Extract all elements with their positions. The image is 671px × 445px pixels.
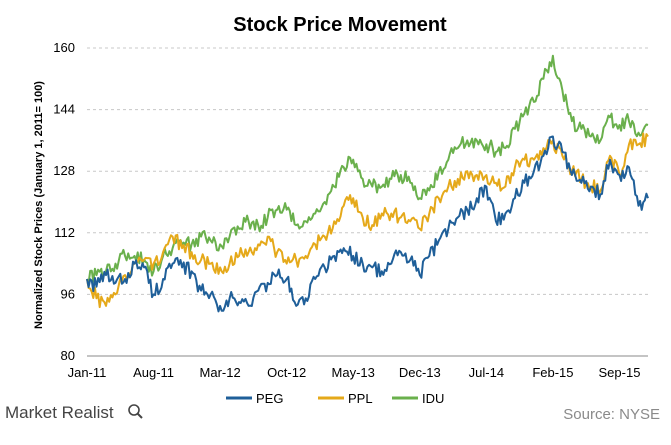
chart-title: Stock Price Movement — [233, 14, 447, 36]
series-lines — [86, 54, 649, 313]
y-tick-label: 96 — [61, 286, 75, 301]
y-tick-label: 80 — [61, 348, 75, 363]
x-tick-label: Feb-15 — [532, 365, 573, 380]
series-line-peg — [86, 135, 649, 313]
gridlines — [87, 47, 648, 295]
y-tick-labels: 80 96 112 128 144 160 — [53, 40, 75, 363]
y-tick-label: 144 — [53, 102, 75, 117]
brand-logo: Market Realist — [5, 403, 143, 422]
y-tick-label: 112 — [54, 225, 75, 240]
x-tick-label: Oct-12 — [267, 365, 306, 380]
y-tick-label: 160 — [53, 40, 75, 55]
x-tick-label: Dec-13 — [399, 365, 441, 380]
x-tick-label: Sep-15 — [599, 365, 641, 380]
legend-label-idu: IDU — [422, 391, 444, 406]
brand-name: Market Realist — [5, 403, 114, 422]
x-tick-label: May-13 — [332, 365, 375, 380]
legend-label-peg: PEG — [256, 391, 283, 406]
legend-label-ppl: PPL — [348, 391, 373, 406]
x-tick-label: Aug-11 — [133, 365, 174, 380]
legend: PEG PPL IDU — [226, 391, 444, 406]
source-note: Source: NYSE — [563, 406, 660, 423]
x-tick-label: Jul-14 — [469, 365, 504, 380]
y-axis-label: Normalized Stock Prices (January 1, 2011… — [33, 81, 45, 329]
magnifier-icon — [128, 404, 143, 419]
y-tick-label: 128 — [53, 163, 75, 178]
series-line-idu — [86, 54, 649, 285]
x-tick-labels: Jan-11 Aug-11 Mar-12 Oct-12 May-13 Dec-13 Jul-… — [68, 365, 641, 380]
series-line-ppl — [86, 132, 649, 309]
x-tick-label: Mar-12 — [200, 365, 241, 380]
x-tick-label: Jan-11 — [68, 365, 107, 380]
